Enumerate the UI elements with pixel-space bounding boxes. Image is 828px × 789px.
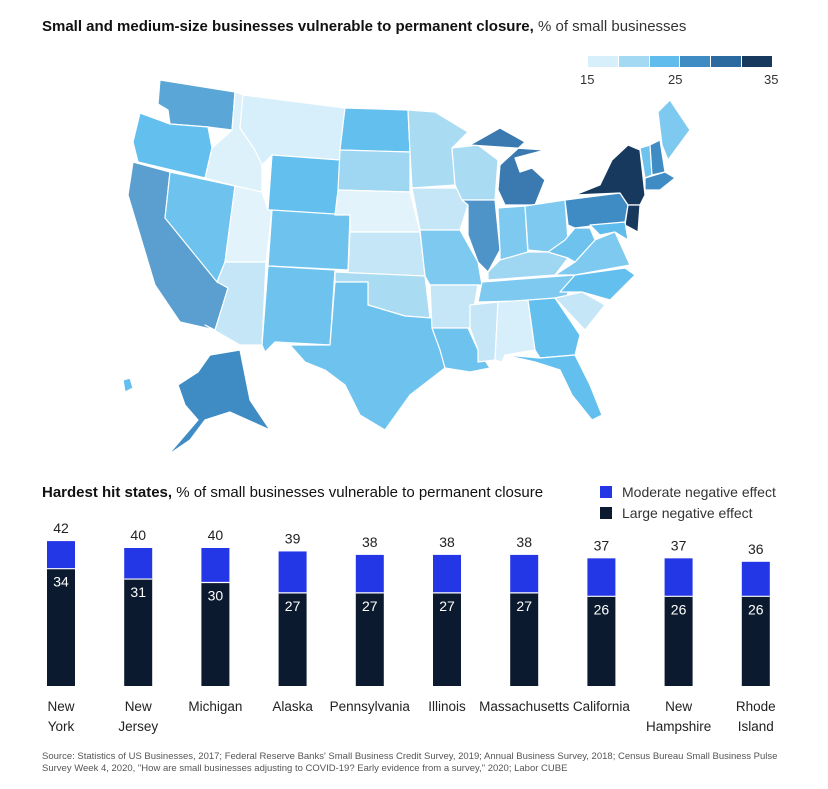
- bar-total-label: 38: [516, 534, 532, 550]
- color-scale: 15 25 35: [580, 56, 778, 88]
- bar-moderate-segment: [201, 548, 230, 583]
- bar-moderate-segment: [664, 558, 693, 597]
- bar-total-label: 40: [208, 527, 224, 543]
- bar-moderate-segment: [587, 558, 616, 597]
- bar-large-segment: [201, 582, 230, 686]
- state-AK[interactable]: [167, 349, 271, 456]
- state-NJ[interactable]: [624, 204, 641, 233]
- state-NM[interactable]: [261, 265, 336, 353]
- bar-category-label: Michigan: [188, 699, 242, 714]
- bar-moderate-segment: [741, 561, 770, 597]
- bar-category-label: Hampshire: [646, 719, 711, 734]
- legend-swatch-moderate: [600, 486, 612, 498]
- bar-large-segment: [278, 592, 307, 686]
- state-IA[interactable]: [411, 187, 469, 231]
- bar-large-segment: [433, 592, 461, 686]
- legend-label-large: Large negative effect: [622, 505, 753, 521]
- scale-label-min: 15: [580, 72, 595, 87]
- state-ME[interactable]: [657, 99, 691, 161]
- state-SC[interactable]: [554, 291, 606, 331]
- bar-large-value-label: 26: [594, 601, 610, 617]
- bar-total-label: 42: [53, 520, 69, 536]
- state-MD[interactable]: [589, 221, 629, 241]
- color-scale-labels: 15 25 35: [580, 72, 778, 88]
- state-AZ[interactable]: [204, 261, 267, 346]
- bar-total-label: 40: [130, 527, 146, 543]
- bar-moderate-segment: [278, 551, 307, 593]
- bar-large-value-label: 31: [130, 584, 146, 600]
- bar-moderate-segment: [433, 554, 461, 593]
- state-TX[interactable]: [289, 281, 446, 431]
- bar-category-label: Jersey: [118, 719, 158, 734]
- legend-item-large: Large negative effect: [600, 503, 776, 523]
- state-MA[interactable]: [644, 171, 676, 191]
- map-title: Small and medium-size businesses vulnera…: [42, 18, 687, 35]
- bar-large-segment: [587, 596, 616, 686]
- bar-total-label: 37: [594, 537, 610, 553]
- state-LA[interactable]: [431, 327, 491, 373]
- state-WV[interactable]: [547, 227, 596, 263]
- bar-large-value-label: 27: [439, 598, 455, 614]
- bar-total-label: 38: [362, 534, 378, 550]
- bar-large-value-label: 26: [748, 601, 764, 617]
- bar-category-label: New: [665, 699, 692, 714]
- bar-category-label: California: [573, 699, 631, 714]
- color-scale-segment: [588, 56, 619, 67]
- bar-category-label: Massachusetts: [479, 699, 569, 714]
- bar-large-value-label: 27: [362, 598, 378, 614]
- state-HI[interactable]: [122, 377, 134, 393]
- bar-legend: Moderate negative effect Large negative …: [600, 482, 776, 524]
- bar-large-segment: [510, 592, 539, 686]
- state-NY[interactable]: [574, 144, 646, 206]
- bar-category-label: Pennsylvania: [330, 699, 411, 714]
- bar-large-value-label: 26: [671, 601, 687, 617]
- state-FL[interactable]: [504, 354, 603, 421]
- scale-label-mid: 25: [668, 72, 683, 87]
- bar-category-label: Rhode: [736, 699, 776, 714]
- bar-total-label: 38: [439, 534, 455, 550]
- bar-category-label: Illinois: [428, 699, 466, 714]
- bar-total-label: 37: [671, 537, 687, 553]
- bar-category-label: New: [47, 699, 74, 714]
- legend-label-moderate: Moderate negative effect: [622, 484, 776, 500]
- bar-large-segment: [664, 596, 693, 686]
- state-IL[interactable]: [461, 199, 501, 273]
- bar-large-segment: [741, 596, 770, 686]
- color-scale-segment: [680, 56, 712, 67]
- bar-chart-title: Hardest hit states, % of small businesse…: [42, 484, 544, 501]
- bar-large-value-label: 34: [53, 574, 69, 590]
- bar-large-value-label: 30: [208, 588, 224, 604]
- bar-category-label: Island: [738, 719, 774, 734]
- bar-moderate-segment: [124, 548, 153, 580]
- source-note: Source: Statistics of US Businesses, 201…: [42, 751, 778, 774]
- bar-large-value-label: 27: [516, 598, 532, 614]
- color-scale-segment: [742, 56, 772, 67]
- bar-large-value-label: 27: [285, 598, 301, 614]
- scale-label-max: 35: [764, 72, 779, 87]
- bar-moderate-segment: [47, 541, 75, 569]
- bar-category-label: New: [125, 699, 152, 714]
- legend-item-moderate: Moderate negative effect: [600, 482, 776, 502]
- bar-large-segment: [47, 568, 75, 686]
- color-scale-segment: [711, 56, 743, 67]
- legend-swatch-large: [600, 507, 612, 519]
- bar-total-label: 36: [748, 541, 764, 557]
- bar-moderate-segment: [355, 554, 384, 593]
- color-scale-segment: [649, 56, 681, 67]
- bar-category-label: Alaska: [272, 699, 313, 714]
- color-scale-segment: [618, 56, 650, 67]
- bar-category-label: York: [48, 719, 75, 734]
- bar-moderate-segment: [510, 554, 539, 593]
- us-map: [122, 79, 691, 456]
- color-scale-bar: [588, 56, 772, 67]
- bar-large-segment: [355, 592, 384, 686]
- bar-total-label: 39: [285, 530, 301, 546]
- bar-large-segment: [124, 579, 153, 686]
